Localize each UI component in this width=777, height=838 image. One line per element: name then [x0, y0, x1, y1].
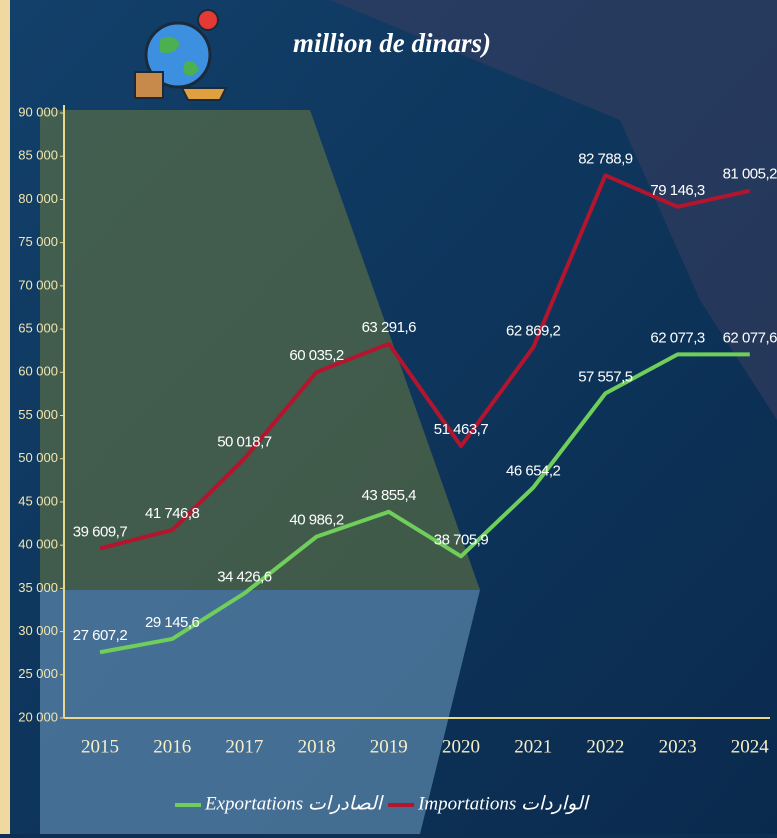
- x-tick-label: 2022: [586, 736, 624, 757]
- data-label: 41 746,8: [145, 505, 200, 522]
- chart: million de dinars) 20 000 25 000 30 000 35 …: [0, 0, 777, 834]
- y-tick-label: 45 000: [18, 493, 58, 508]
- x-tick-label: 2019: [370, 736, 408, 757]
- side-stripe: [0, 0, 10, 834]
- y-tick-label: 20 000: [18, 709, 58, 724]
- x-tick-label: 2018: [298, 736, 336, 757]
- chart-title: million de dinars): [293, 28, 491, 58]
- x-tick-label: 2016: [153, 736, 191, 757]
- data-label: 34 426,6: [217, 568, 272, 585]
- x-tick-label: 2024: [731, 736, 770, 757]
- y-tick-label: 80 000: [18, 191, 58, 206]
- y-tick-label: 40 000: [18, 537, 58, 552]
- y-tick-label: 65 000: [18, 321, 58, 336]
- data-label: 29 145,6: [145, 614, 200, 631]
- data-label: 82 788,9: [578, 150, 633, 167]
- y-tick-label: 55 000: [18, 407, 58, 422]
- data-label: 63 291,6: [362, 319, 417, 336]
- page: {"chart_data": {"type": "line", "title":…: [0, 0, 777, 834]
- data-label: 51 463,7: [434, 421, 489, 438]
- x-tick-label: 2017: [225, 736, 263, 757]
- data-label: 50 018,7: [217, 434, 272, 451]
- x-tick-label: 2021: [514, 736, 552, 757]
- y-tick-label: 25 000: [18, 666, 58, 681]
- data-label: 39 609,7: [73, 523, 128, 540]
- data-label: 62 077,6: [723, 329, 777, 346]
- data-label: 60 035,2: [289, 347, 344, 364]
- data-label: 46 654,2: [506, 463, 561, 480]
- y-tick-label: 70 000: [18, 277, 58, 292]
- data-label: 81 005,2: [723, 166, 777, 183]
- x-tick-label: 2023: [659, 736, 697, 757]
- data-label: 62 869,2: [506, 322, 561, 339]
- y-tick-label: 30 000: [18, 623, 58, 638]
- data-label: 27 607,2: [73, 627, 128, 644]
- data-label: 38 705,9: [434, 531, 489, 548]
- x-tick-label: 2015: [81, 736, 119, 757]
- x-tick-label: 2020: [442, 736, 480, 757]
- legend-label: Exportations الصادرات: [204, 793, 385, 814]
- y-tick-label: 60 000: [18, 364, 58, 379]
- legend-label: Importations الواردات: [417, 793, 591, 814]
- data-label: 62 077,3: [650, 329, 705, 346]
- y-tick-label: 35 000: [18, 580, 58, 595]
- y-tick-label: 90 000: [18, 104, 58, 119]
- data-label: 43 855,4: [362, 487, 417, 504]
- y-tick-label: 50 000: [18, 450, 58, 465]
- data-label: 40 986,2: [289, 512, 344, 529]
- data-label: 79 146,3: [650, 182, 705, 199]
- data-label: 57 557,5: [578, 368, 633, 385]
- y-tick-label: 85 000: [18, 148, 58, 163]
- y-tick-label: 75 000: [18, 234, 58, 249]
